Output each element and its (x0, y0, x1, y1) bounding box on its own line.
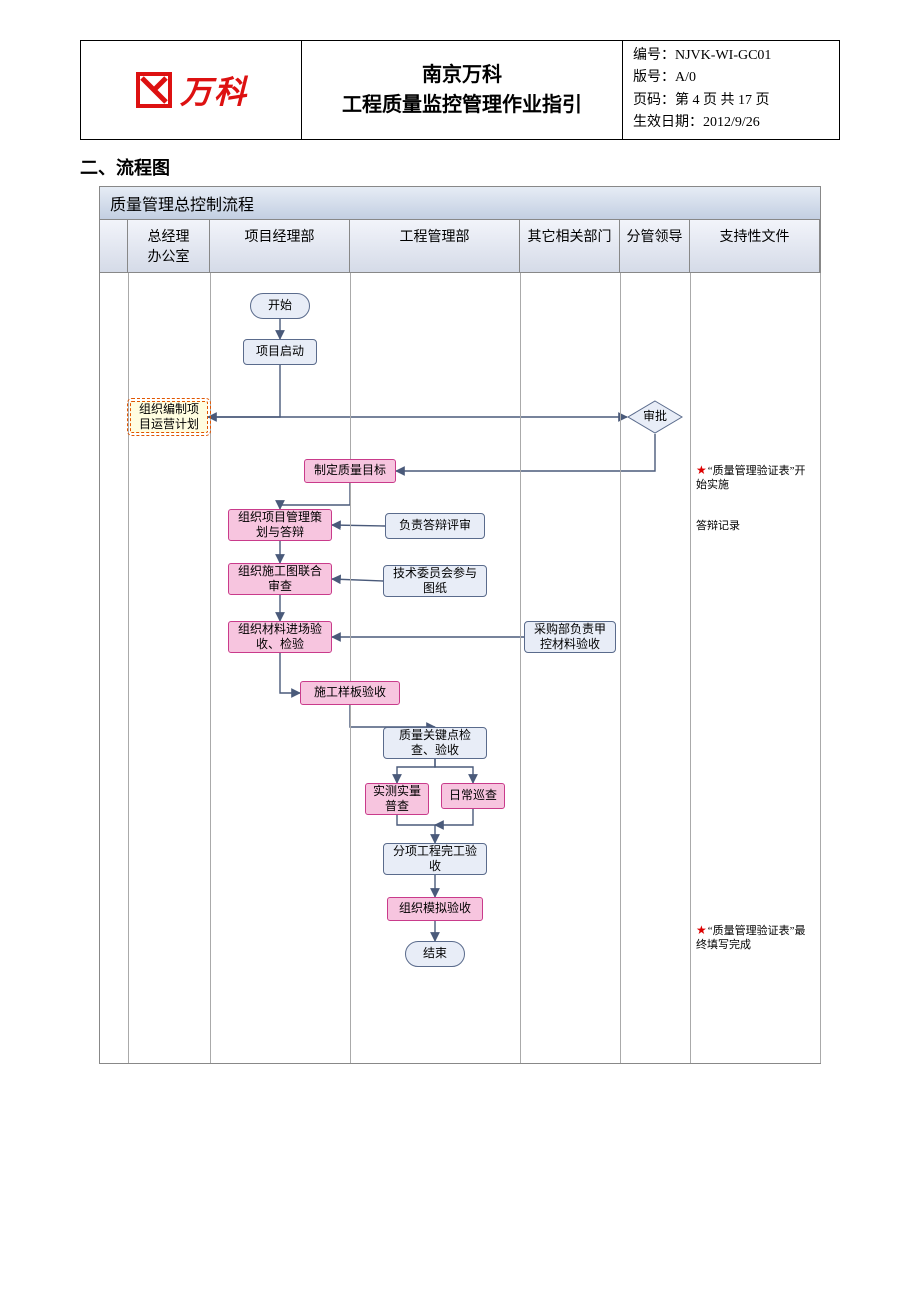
flow-node-purchase: 采购部负责甲控材料验收 (524, 621, 616, 653)
lane-header: 工程管理部 (350, 220, 520, 273)
logo-cell: 万科 (81, 41, 302, 140)
lane-header: 支持性文件 (690, 220, 820, 273)
doc-note: ★“质量管理验证表”最终填写完成 (696, 923, 814, 953)
lane-column (210, 273, 351, 1063)
lane-column (100, 273, 129, 1063)
section-title: 二、流程图 (80, 154, 840, 180)
flow-node-sample: 施工样板验收 (300, 681, 400, 705)
doc-header: 万科 南京万科 工程质量监控管理作业指引 编号：NJVK-WI-GC01 版号：… (80, 40, 840, 140)
flow-node-launch: 项目启动 (243, 339, 317, 365)
lane-column (620, 273, 691, 1063)
flow-node-plan: 组织编制项目运营计划 (130, 401, 208, 433)
flow-node-approve: 审批 (627, 400, 683, 434)
flow-node-patrol: 日常巡查 (441, 783, 505, 809)
lane-column (128, 273, 211, 1063)
doc-note: ★“质量管理验证表”开始实施 (696, 463, 814, 493)
lane-column (520, 273, 621, 1063)
lane-header (100, 220, 128, 273)
flow-node-mgmt: 组织项目管理策划与答辩 (228, 509, 332, 541)
logo-text: 万科 (180, 67, 248, 113)
flow-node-keypt: 质量关键点检查、验收 (383, 727, 487, 759)
flow-node-start: 开始 (250, 293, 310, 319)
lane-header-row: 总经理办公室项目经理部工程管理部其它相关部门分管领导支持性文件 (100, 220, 820, 273)
doc-title-l1: 南京万科 (312, 60, 612, 90)
flow-node-material: 组织材料进场验收、检验 (228, 621, 332, 653)
doc-title: 南京万科 工程质量监控管理作业指引 (302, 41, 623, 140)
flowchart: 质量管理总控制流程 总经理办公室项目经理部工程管理部其它相关部门分管领导支持性文… (99, 186, 821, 1064)
flow-title: 质量管理总控制流程 (100, 187, 820, 220)
flow-canvas: 开始项目启动组织编制项目运营计划 审批制定质量目标组织项目管理策划与答辩 负责答辩评… (100, 273, 820, 1063)
lane-header: 总经理办公室 (128, 220, 210, 273)
flow-node-mock: 组织模拟验收 (387, 897, 483, 921)
lane-header: 项目经理部 (210, 220, 350, 273)
flow-node-drawing: 组织施工图联合审查 (228, 563, 332, 595)
flow-node-end: 结束 (405, 941, 465, 967)
doc-title-l2: 工程质量监控管理作业指引 (312, 90, 612, 120)
lane-header: 其它相关部门 (520, 220, 620, 273)
lane-header: 分管领导 (620, 220, 690, 273)
flow-node-review: 负责答辩评审 (385, 513, 485, 539)
doc-note: 答辩记录 (696, 519, 814, 533)
vanke-logo-icon (134, 70, 174, 110)
flow-node-subfin: 分项工程完工验收 (383, 843, 487, 875)
flow-node-tech: 技术委员会参与图纸 (383, 565, 487, 597)
flow-node-measure: 实测实量普查 (365, 783, 429, 815)
doc-meta: 编号：NJVK-WI-GC01 版号：A/0 页码：第 4 页 共 17 页 生… (623, 41, 840, 140)
flow-node-goal: 制定质量目标 (304, 459, 396, 483)
